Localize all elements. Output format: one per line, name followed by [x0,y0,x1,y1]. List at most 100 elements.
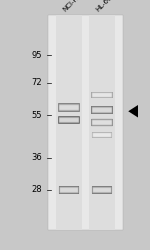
FancyBboxPatch shape [93,120,111,124]
FancyBboxPatch shape [93,187,111,193]
FancyBboxPatch shape [59,186,79,194]
FancyBboxPatch shape [92,119,112,126]
FancyBboxPatch shape [91,106,113,114]
FancyBboxPatch shape [59,105,79,110]
FancyBboxPatch shape [93,188,111,192]
FancyBboxPatch shape [93,133,111,137]
FancyBboxPatch shape [60,118,78,122]
FancyBboxPatch shape [92,92,112,98]
FancyBboxPatch shape [92,186,112,194]
Bar [89,15,115,230]
FancyBboxPatch shape [92,120,112,125]
FancyBboxPatch shape [93,133,111,137]
FancyBboxPatch shape [60,188,78,192]
Text: 72: 72 [31,78,42,87]
FancyBboxPatch shape [59,118,79,122]
Text: 95: 95 [32,50,42,59]
FancyBboxPatch shape [60,188,78,192]
Text: 55: 55 [32,110,42,120]
Text: 28: 28 [31,186,42,194]
FancyBboxPatch shape [93,133,111,137]
Text: 36: 36 [31,153,42,162]
FancyBboxPatch shape [93,108,111,112]
FancyBboxPatch shape [59,117,79,123]
FancyBboxPatch shape [92,132,112,138]
FancyBboxPatch shape [60,118,78,122]
FancyBboxPatch shape [59,118,79,122]
FancyBboxPatch shape [93,188,111,192]
FancyBboxPatch shape [92,92,112,98]
FancyBboxPatch shape [60,188,78,192]
FancyBboxPatch shape [91,92,113,98]
FancyBboxPatch shape [59,104,79,111]
FancyBboxPatch shape [92,186,112,194]
FancyBboxPatch shape [93,133,111,137]
FancyBboxPatch shape [59,104,79,110]
FancyBboxPatch shape [92,92,112,98]
FancyBboxPatch shape [59,186,79,194]
FancyBboxPatch shape [93,108,111,112]
FancyBboxPatch shape [60,105,78,110]
FancyBboxPatch shape [92,106,112,114]
FancyBboxPatch shape [92,186,112,194]
FancyBboxPatch shape [91,119,113,126]
Bar [48,15,123,230]
FancyBboxPatch shape [93,188,111,192]
FancyBboxPatch shape [93,121,111,124]
FancyBboxPatch shape [59,105,79,110]
FancyBboxPatch shape [60,187,78,193]
FancyBboxPatch shape [93,108,111,112]
FancyBboxPatch shape [92,107,112,113]
FancyBboxPatch shape [92,120,112,125]
FancyBboxPatch shape [60,187,78,193]
FancyBboxPatch shape [91,119,113,126]
FancyBboxPatch shape [92,132,112,138]
FancyBboxPatch shape [58,104,80,111]
FancyBboxPatch shape [92,120,112,126]
FancyBboxPatch shape [59,186,79,194]
FancyBboxPatch shape [92,120,112,125]
FancyBboxPatch shape [59,117,79,123]
FancyBboxPatch shape [60,187,78,193]
FancyBboxPatch shape [59,186,79,194]
FancyBboxPatch shape [92,93,112,97]
FancyBboxPatch shape [59,118,79,122]
FancyBboxPatch shape [93,187,111,193]
FancyBboxPatch shape [93,134,111,136]
Polygon shape [128,105,138,118]
FancyBboxPatch shape [93,188,111,192]
FancyBboxPatch shape [58,117,80,123]
FancyBboxPatch shape [92,187,112,193]
FancyBboxPatch shape [92,132,112,138]
Text: NCI-H460: NCI-H460 [62,0,89,12]
FancyBboxPatch shape [93,120,111,124]
FancyBboxPatch shape [60,105,78,110]
FancyBboxPatch shape [93,187,111,193]
FancyBboxPatch shape [92,93,112,97]
FancyBboxPatch shape [92,107,112,113]
FancyBboxPatch shape [59,104,79,111]
FancyBboxPatch shape [92,132,112,138]
FancyBboxPatch shape [92,108,112,112]
FancyBboxPatch shape [93,188,111,192]
FancyBboxPatch shape [58,116,80,123]
FancyBboxPatch shape [93,93,111,97]
FancyBboxPatch shape [59,104,79,111]
FancyBboxPatch shape [91,106,113,114]
FancyBboxPatch shape [58,103,80,112]
FancyBboxPatch shape [92,120,112,126]
FancyBboxPatch shape [92,107,112,113]
FancyBboxPatch shape [92,107,112,113]
FancyBboxPatch shape [92,106,112,114]
FancyBboxPatch shape [60,106,78,110]
FancyBboxPatch shape [92,93,112,97]
FancyBboxPatch shape [92,93,112,97]
FancyBboxPatch shape [59,117,79,123]
FancyBboxPatch shape [93,134,111,136]
FancyBboxPatch shape [91,92,113,98]
FancyBboxPatch shape [58,104,80,112]
FancyBboxPatch shape [93,133,111,137]
FancyBboxPatch shape [60,187,78,193]
FancyBboxPatch shape [92,120,112,125]
FancyBboxPatch shape [93,133,111,137]
